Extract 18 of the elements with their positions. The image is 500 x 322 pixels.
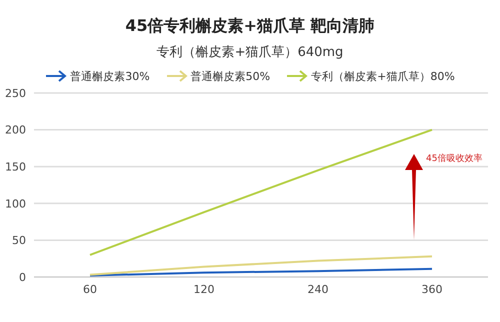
- x-tick-label: 120: [194, 282, 214, 296]
- annotation: 45倍吸收效率: [426, 152, 482, 165]
- x-tick-label: 60: [83, 282, 97, 296]
- y-tick-label: 50: [12, 234, 26, 248]
- y-tick-label: 250: [5, 86, 26, 100]
- x-tick-label: 240: [308, 282, 328, 296]
- y-tick-label: 200: [5, 124, 26, 137]
- chart-title: 45倍专利槲皮素+猫爪草 靶向清肺: [124, 16, 376, 37]
- line-series: [89, 255, 433, 276]
- legend-label: 普通槲皮素50%: [190, 68, 270, 84]
- y-tick-label: 100: [5, 197, 26, 210]
- y-tick-label: 150: [5, 160, 26, 174]
- legend-label: 普通槲皮素30%: [69, 68, 150, 84]
- y-tick-label: 0: [19, 270, 26, 284]
- x-tick-label: 360: [422, 282, 442, 296]
- line-series: [89, 268, 433, 277]
- chart-subtitle: 专利（槲皮素+猫爪草）640mg: [156, 44, 344, 61]
- legend-label: 专利（槲皮素+猫爪草）80%: [310, 68, 455, 84]
